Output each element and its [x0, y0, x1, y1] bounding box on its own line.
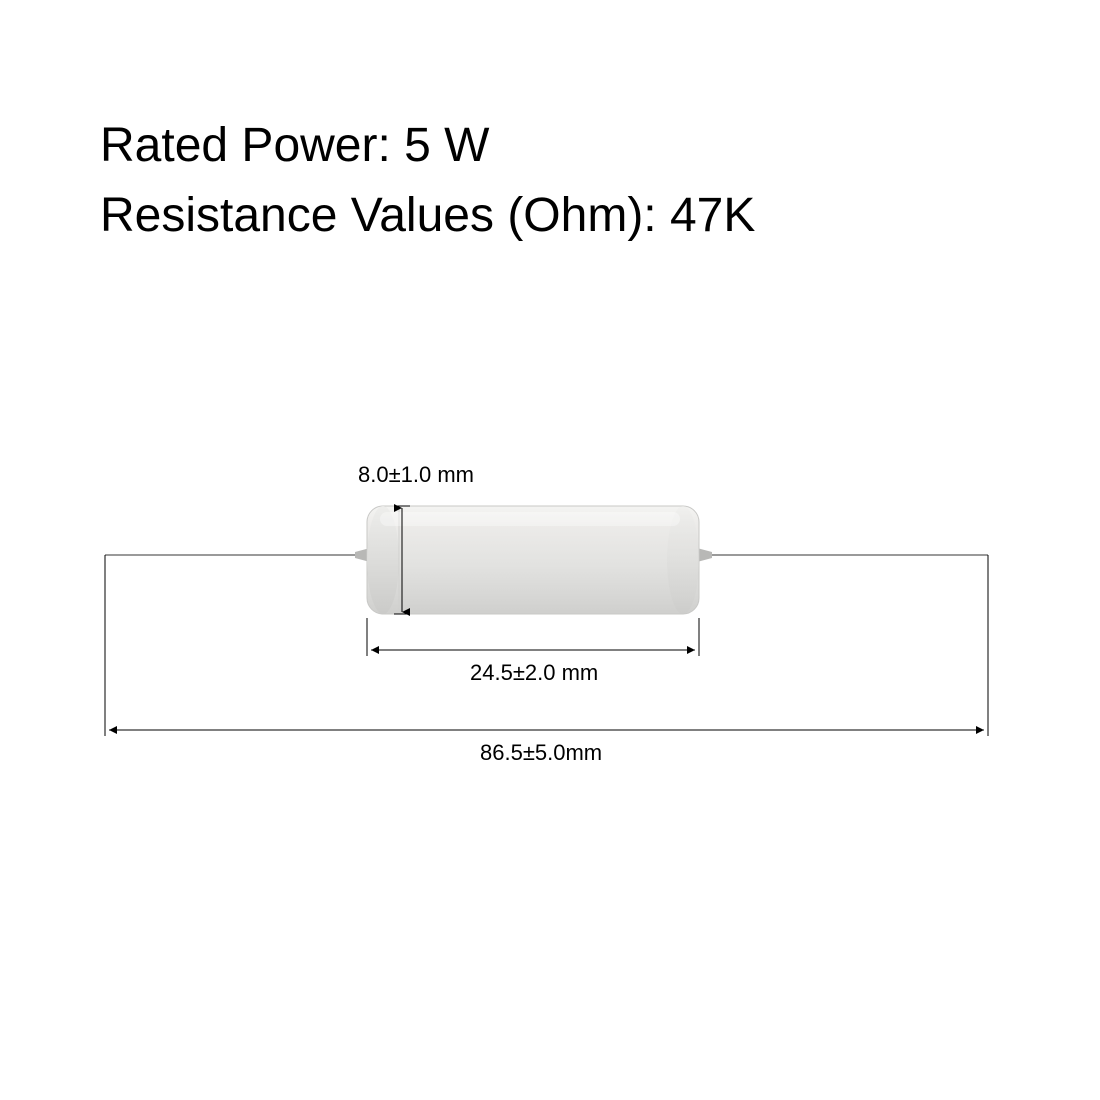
total-length-label: 86.5±5.0mm — [480, 740, 602, 766]
resistor-diagram — [0, 0, 1100, 1100]
resistor-body — [367, 506, 699, 614]
dimension-body-length — [367, 618, 699, 656]
body-length-label: 24.5±2.0 mm — [470, 660, 598, 686]
diameter-label: 8.0±1.0 mm — [358, 462, 474, 488]
